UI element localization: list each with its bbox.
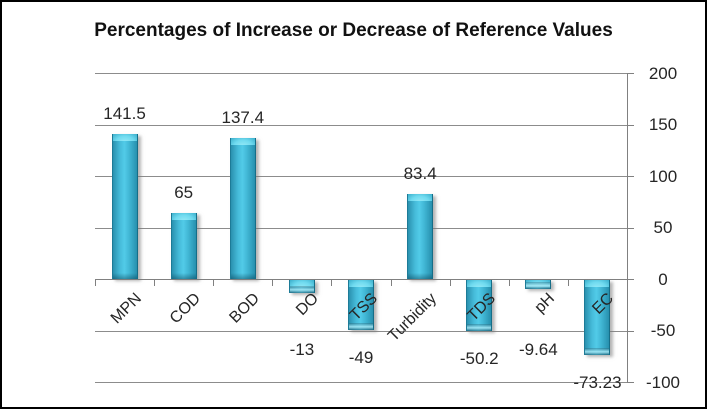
x-axis-tick	[508, 279, 510, 286]
bar-TDS	[466, 279, 493, 332]
x-axis-tick	[213, 279, 215, 286]
gridline-y--100	[95, 382, 627, 383]
y-tick-label: 50	[653, 218, 673, 237]
y-axis-tick	[627, 382, 634, 383]
x-axis-tick	[390, 279, 392, 286]
x-axis-tick	[449, 279, 451, 286]
value-label-COD: 65	[174, 182, 194, 202]
y-tick-label: -50	[650, 321, 676, 340]
x-axis-tick	[331, 279, 333, 286]
bar-COD	[170, 212, 197, 280]
value-label-BOD: 137.4	[221, 107, 265, 127]
gridline-y--50	[95, 330, 627, 332]
bar-BOD	[229, 137, 256, 280]
gridline-y-150	[95, 124, 627, 126]
value-label-MPN: 141.5	[103, 103, 146, 123]
x-axis-tick	[627, 279, 628, 286]
y-axis-tick	[627, 124, 634, 126]
value-label-EC: -73.23	[573, 372, 622, 392]
y-tick-label: 150	[648, 115, 678, 134]
bar-MPN	[111, 133, 138, 280]
x-axis-tick	[154, 279, 156, 286]
value-label-TDS: -50.2	[459, 349, 499, 369]
bar-DO	[288, 279, 315, 294]
chart-title: Percentages of Increase or Decrease of R…	[94, 20, 613, 41]
gridline-y-100	[95, 176, 627, 177]
gridline-y-200	[95, 73, 627, 74]
y-tick-label: -100	[645, 372, 681, 392]
x-axis-tick	[95, 279, 96, 286]
y-axis-tick	[627, 73, 634, 74]
bar-TSS	[348, 279, 374, 331]
y-tick-label: 100	[648, 166, 678, 186]
y-axis-tick	[627, 330, 634, 332]
y-axis-tick	[627, 176, 634, 177]
value-label-Turbidity: 83.4	[403, 163, 437, 183]
gridline-y-50	[95, 227, 627, 229]
y-tick-label: 200	[648, 63, 678, 83]
y-tick-label: 0	[658, 269, 668, 289]
y-axis-tick	[627, 279, 634, 280]
value-label-TSS: -49	[348, 347, 374, 367]
x-axis-tick	[272, 279, 274, 286]
y-axis-tick	[627, 227, 634, 229]
bar-Turbidity	[407, 193, 434, 280]
x-axis-tick	[567, 279, 569, 286]
bar-EC	[584, 279, 611, 356]
bar-pH	[525, 279, 552, 290]
value-label-pH: -9.64	[518, 340, 558, 359]
value-label-DO: -13	[289, 340, 315, 359]
